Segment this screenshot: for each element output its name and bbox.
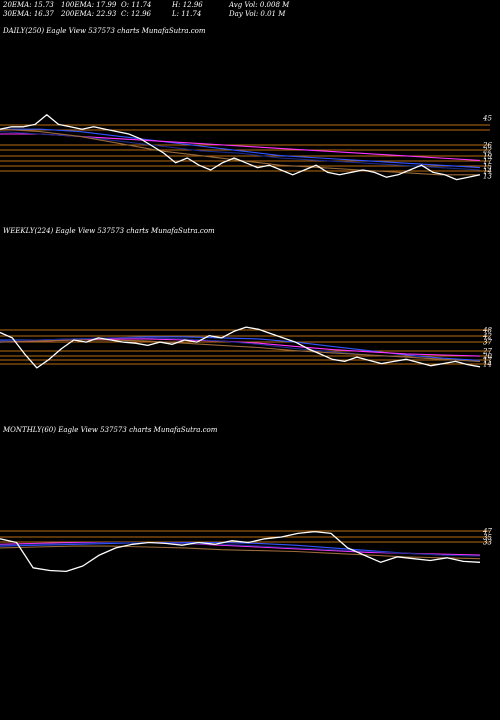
weekly-tick-label: 20 <box>482 353 492 361</box>
weekly-tick-label: 48 <box>482 327 492 335</box>
monthly-ema-line <box>0 541 481 557</box>
daily-tick-label: 45 <box>482 115 492 123</box>
daily-ema-line <box>0 128 481 169</box>
weekly-tick-label: 17 <box>483 357 492 365</box>
ema200-stat: 200EMA: 22.93 <box>61 10 117 18</box>
weekly-tick-label: 42 <box>482 333 492 341</box>
ema100-stat: 100EMA: 17.99 <box>61 1 117 9</box>
monthly-tick-label: 35 <box>483 534 492 542</box>
daily-price-line <box>0 114 481 181</box>
monthly-panel-title: MONTHLY(60) Eagle View 537573 charts Mun… <box>3 426 218 434</box>
weekly-tick-label: 27 <box>482 348 492 356</box>
weekly-ema-line <box>0 339 481 362</box>
monthly-ema-line <box>0 541 481 557</box>
high-stat: H: 12.96 <box>172 1 203 9</box>
stats-header: 20EMA: 15.73 100EMA: 17.99 O: 11.74 H: 1… <box>0 0 500 22</box>
daily-tick-label: 14 <box>483 168 492 176</box>
weekly-tick-label: 14 <box>483 361 492 369</box>
daily-tick-label: 22 <box>482 147 492 155</box>
weekly-price-line <box>0 326 481 369</box>
low-stat: L: 11.74 <box>172 10 202 18</box>
day-vol-stat: Day Vol: 0.01 M <box>229 10 286 18</box>
ema20-stat: 20EMA: 15.73 <box>3 1 54 9</box>
open-stat: O: 11.74 <box>121 1 152 9</box>
daily-tick-label: 19 <box>483 153 492 161</box>
monthly-price-line <box>0 530 481 573</box>
daily-tick-label: 13 <box>483 173 492 181</box>
daily-tick-label: 15 <box>483 163 492 171</box>
monthly-tick-label: 33 <box>483 539 492 547</box>
daily-panel-title: DAILY(250) Eagle View 537573 charts Muna… <box>3 27 206 35</box>
avg-vol-stat: Avg Vol: 0.008 M <box>229 1 290 9</box>
close-stat: C: 12.96 <box>121 10 151 18</box>
ema30-stat: 30EMA: 16.37 <box>3 10 54 18</box>
monthly-ema-line <box>0 545 481 560</box>
daily-tick-label: 26 <box>482 142 492 150</box>
daily-tick-label: 17 <box>483 158 492 166</box>
weekly-panel-title: WEEKLY(224) Eagle View 537573 charts Mun… <box>3 227 215 235</box>
monthly-tick-label: 47 <box>482 528 492 536</box>
weekly-tick-label: 37 <box>483 339 492 347</box>
